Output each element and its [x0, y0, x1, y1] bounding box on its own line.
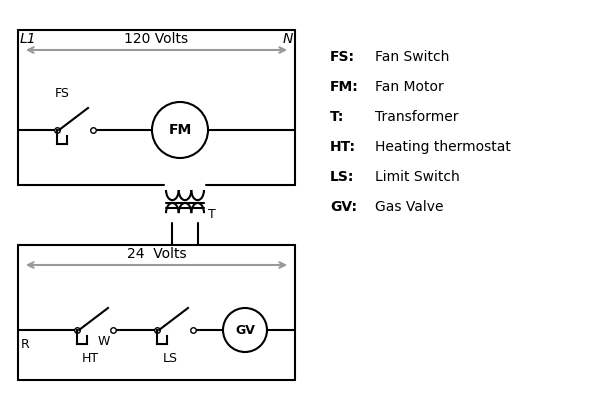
- Text: Gas Valve: Gas Valve: [375, 200, 444, 214]
- Text: T:: T:: [330, 110, 345, 124]
- Text: Fan Switch: Fan Switch: [375, 50, 450, 64]
- Text: GV: GV: [235, 324, 255, 336]
- Text: HT: HT: [81, 352, 99, 365]
- Text: N: N: [283, 32, 293, 46]
- Text: T: T: [208, 208, 216, 222]
- Text: HT:: HT:: [330, 140, 356, 154]
- Text: FM:: FM:: [330, 80, 359, 94]
- Text: LS:: LS:: [330, 170, 355, 184]
- Text: FM: FM: [168, 123, 192, 137]
- Text: Transformer: Transformer: [375, 110, 458, 124]
- Text: GV:: GV:: [330, 200, 357, 214]
- Text: W: W: [98, 335, 110, 348]
- Text: FS:: FS:: [330, 50, 355, 64]
- Text: Heating thermostat: Heating thermostat: [375, 140, 511, 154]
- Text: FS: FS: [55, 87, 70, 100]
- Text: 120 Volts: 120 Volts: [124, 32, 189, 46]
- Text: 24  Volts: 24 Volts: [127, 247, 186, 261]
- Text: Limit Switch: Limit Switch: [375, 170, 460, 184]
- Text: R: R: [21, 338, 30, 351]
- Text: Fan Motor: Fan Motor: [375, 80, 444, 94]
- Text: L1: L1: [20, 32, 37, 46]
- Text: LS: LS: [162, 352, 178, 365]
